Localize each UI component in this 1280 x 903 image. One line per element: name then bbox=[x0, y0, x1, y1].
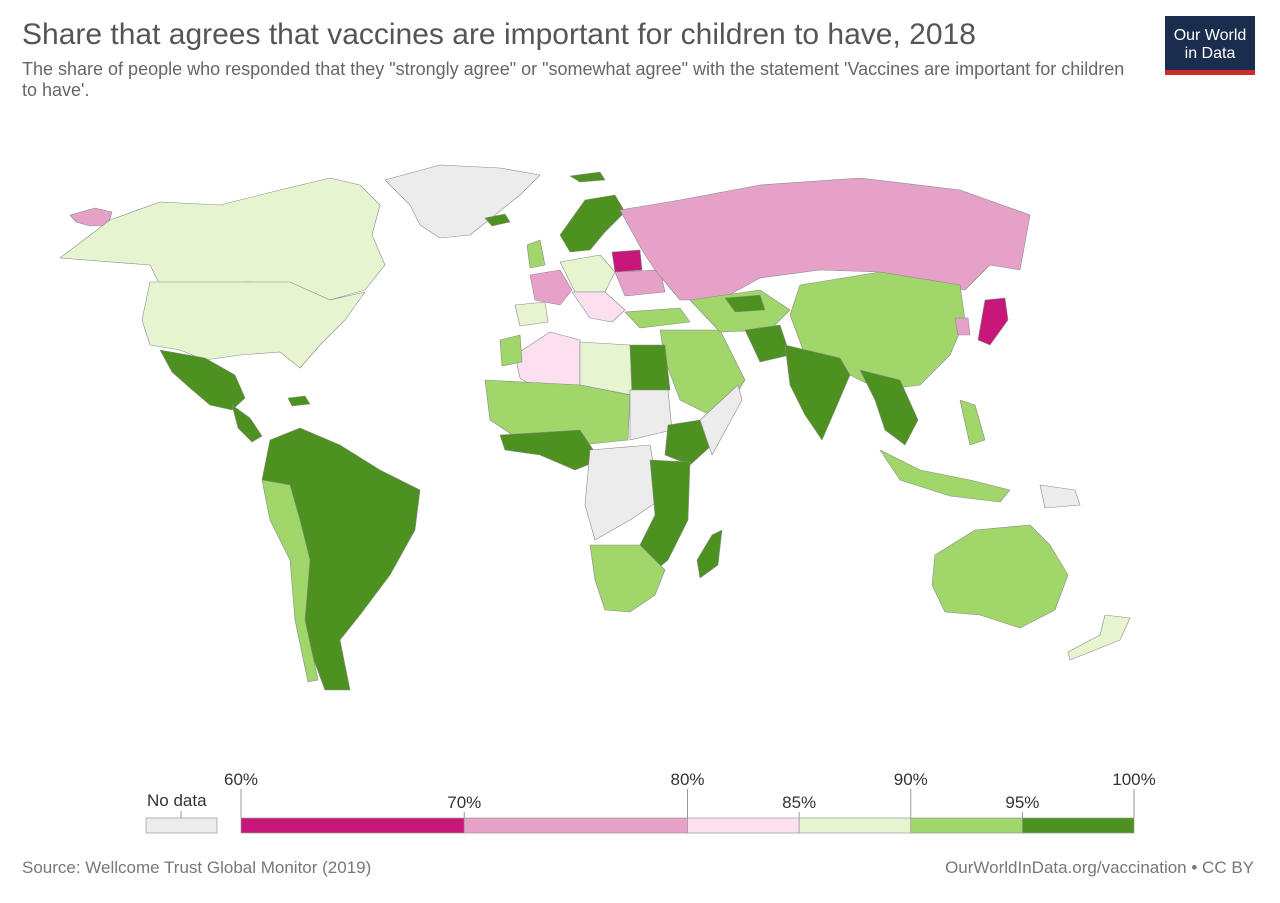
region-greenland[interactable] bbox=[384, 164, 541, 239]
region-central-america[interactable] bbox=[231, 404, 263, 443]
region-peru-chile[interactable] bbox=[261, 479, 319, 683]
region-kyrgyzstan[interactable] bbox=[724, 294, 766, 313]
owid-logo[interactable]: Our World in Data bbox=[1165, 16, 1255, 75]
region-sahel[interactable] bbox=[484, 379, 631, 446]
legend-tick-label: 70% bbox=[447, 793, 481, 812]
legend-tick-label: 60% bbox=[224, 770, 258, 789]
region-svalbard[interactable] bbox=[569, 171, 606, 183]
region-new-zealand[interactable] bbox=[1067, 614, 1131, 661]
region-france[interactable] bbox=[529, 269, 573, 306]
region-ukraine[interactable] bbox=[614, 269, 666, 297]
region-korea[interactable] bbox=[954, 317, 971, 336]
region-belarus[interactable] bbox=[611, 249, 643, 273]
region-madagascar[interactable] bbox=[696, 529, 723, 579]
region-iberia[interactable] bbox=[514, 301, 549, 327]
region-malaysia-indonesia[interactable] bbox=[879, 449, 1011, 503]
source-note[interactable]: Source: Wellcome Trust Global Monitor (2… bbox=[22, 858, 372, 877]
region-philippines[interactable] bbox=[959, 399, 986, 446]
region-italy-balkans[interactable] bbox=[571, 291, 626, 323]
no-data-swatch[interactable] bbox=[145, 817, 218, 834]
legend-tick-label: 85% bbox=[782, 793, 816, 812]
region-sudan[interactable] bbox=[629, 389, 673, 441]
chart-title: Share that agrees that vaccines are impo… bbox=[22, 18, 976, 51]
region-japan[interactable] bbox=[977, 297, 1009, 346]
region-scandinavia[interactable] bbox=[559, 194, 626, 253]
region-west-africa[interactable] bbox=[499, 429, 601, 471]
region-png[interactable] bbox=[1039, 484, 1081, 509]
world-map[interactable] bbox=[0, 120, 1280, 760]
region-mexico[interactable] bbox=[159, 349, 246, 411]
legend-bin-60-70[interactable] bbox=[240, 817, 465, 834]
legend-tick-label: 80% bbox=[670, 770, 704, 789]
region-central-africa[interactable] bbox=[584, 444, 661, 541]
legend-bin-90-95[interactable] bbox=[910, 817, 1023, 834]
region-southern-africa[interactable] bbox=[589, 544, 666, 613]
region-iceland[interactable] bbox=[484, 213, 511, 227]
no-data-label: No data bbox=[147, 791, 207, 810]
region-australia[interactable] bbox=[931, 524, 1069, 629]
region-uk[interactable] bbox=[526, 239, 546, 269]
region-caribbean[interactable] bbox=[287, 395, 311, 407]
legend-bin-85-90[interactable] bbox=[798, 817, 912, 834]
license-note[interactable]: OurWorldInData.org/vaccination • CC BY bbox=[945, 858, 1254, 877]
region-egypt[interactable] bbox=[629, 344, 671, 393]
region-pakistan[interactable] bbox=[744, 324, 791, 363]
legend-bin-70-80[interactable] bbox=[463, 817, 688, 834]
region-morocco[interactable] bbox=[499, 334, 523, 367]
map-legend: No data 60% 70% 80% 85% 90% 95% 100% bbox=[145, 770, 1156, 834]
region-southeast-asia[interactable] bbox=[859, 369, 919, 446]
region-somalia[interactable] bbox=[699, 384, 743, 456]
logo-line-2: in Data bbox=[1184, 45, 1236, 62]
legend-tick-label: 90% bbox=[894, 770, 928, 789]
region-turkey[interactable] bbox=[624, 307, 691, 329]
region-usa[interactable] bbox=[141, 281, 366, 369]
chart-subtitle: The share of people who responded that t… bbox=[22, 59, 1125, 100]
region-india[interactable] bbox=[784, 344, 851, 441]
region-south-america[interactable] bbox=[261, 427, 421, 691]
legend-tick-label: 100% bbox=[1112, 770, 1155, 789]
region-ethiopia[interactable] bbox=[664, 419, 713, 466]
logo-line-1: Our World bbox=[1173, 27, 1247, 44]
legend-tick-label: 95% bbox=[1005, 793, 1039, 812]
region-central-europe[interactable] bbox=[559, 254, 616, 293]
legend-bin-80-85[interactable] bbox=[687, 817, 800, 834]
legend-bin-95-100[interactable] bbox=[1022, 817, 1135, 834]
